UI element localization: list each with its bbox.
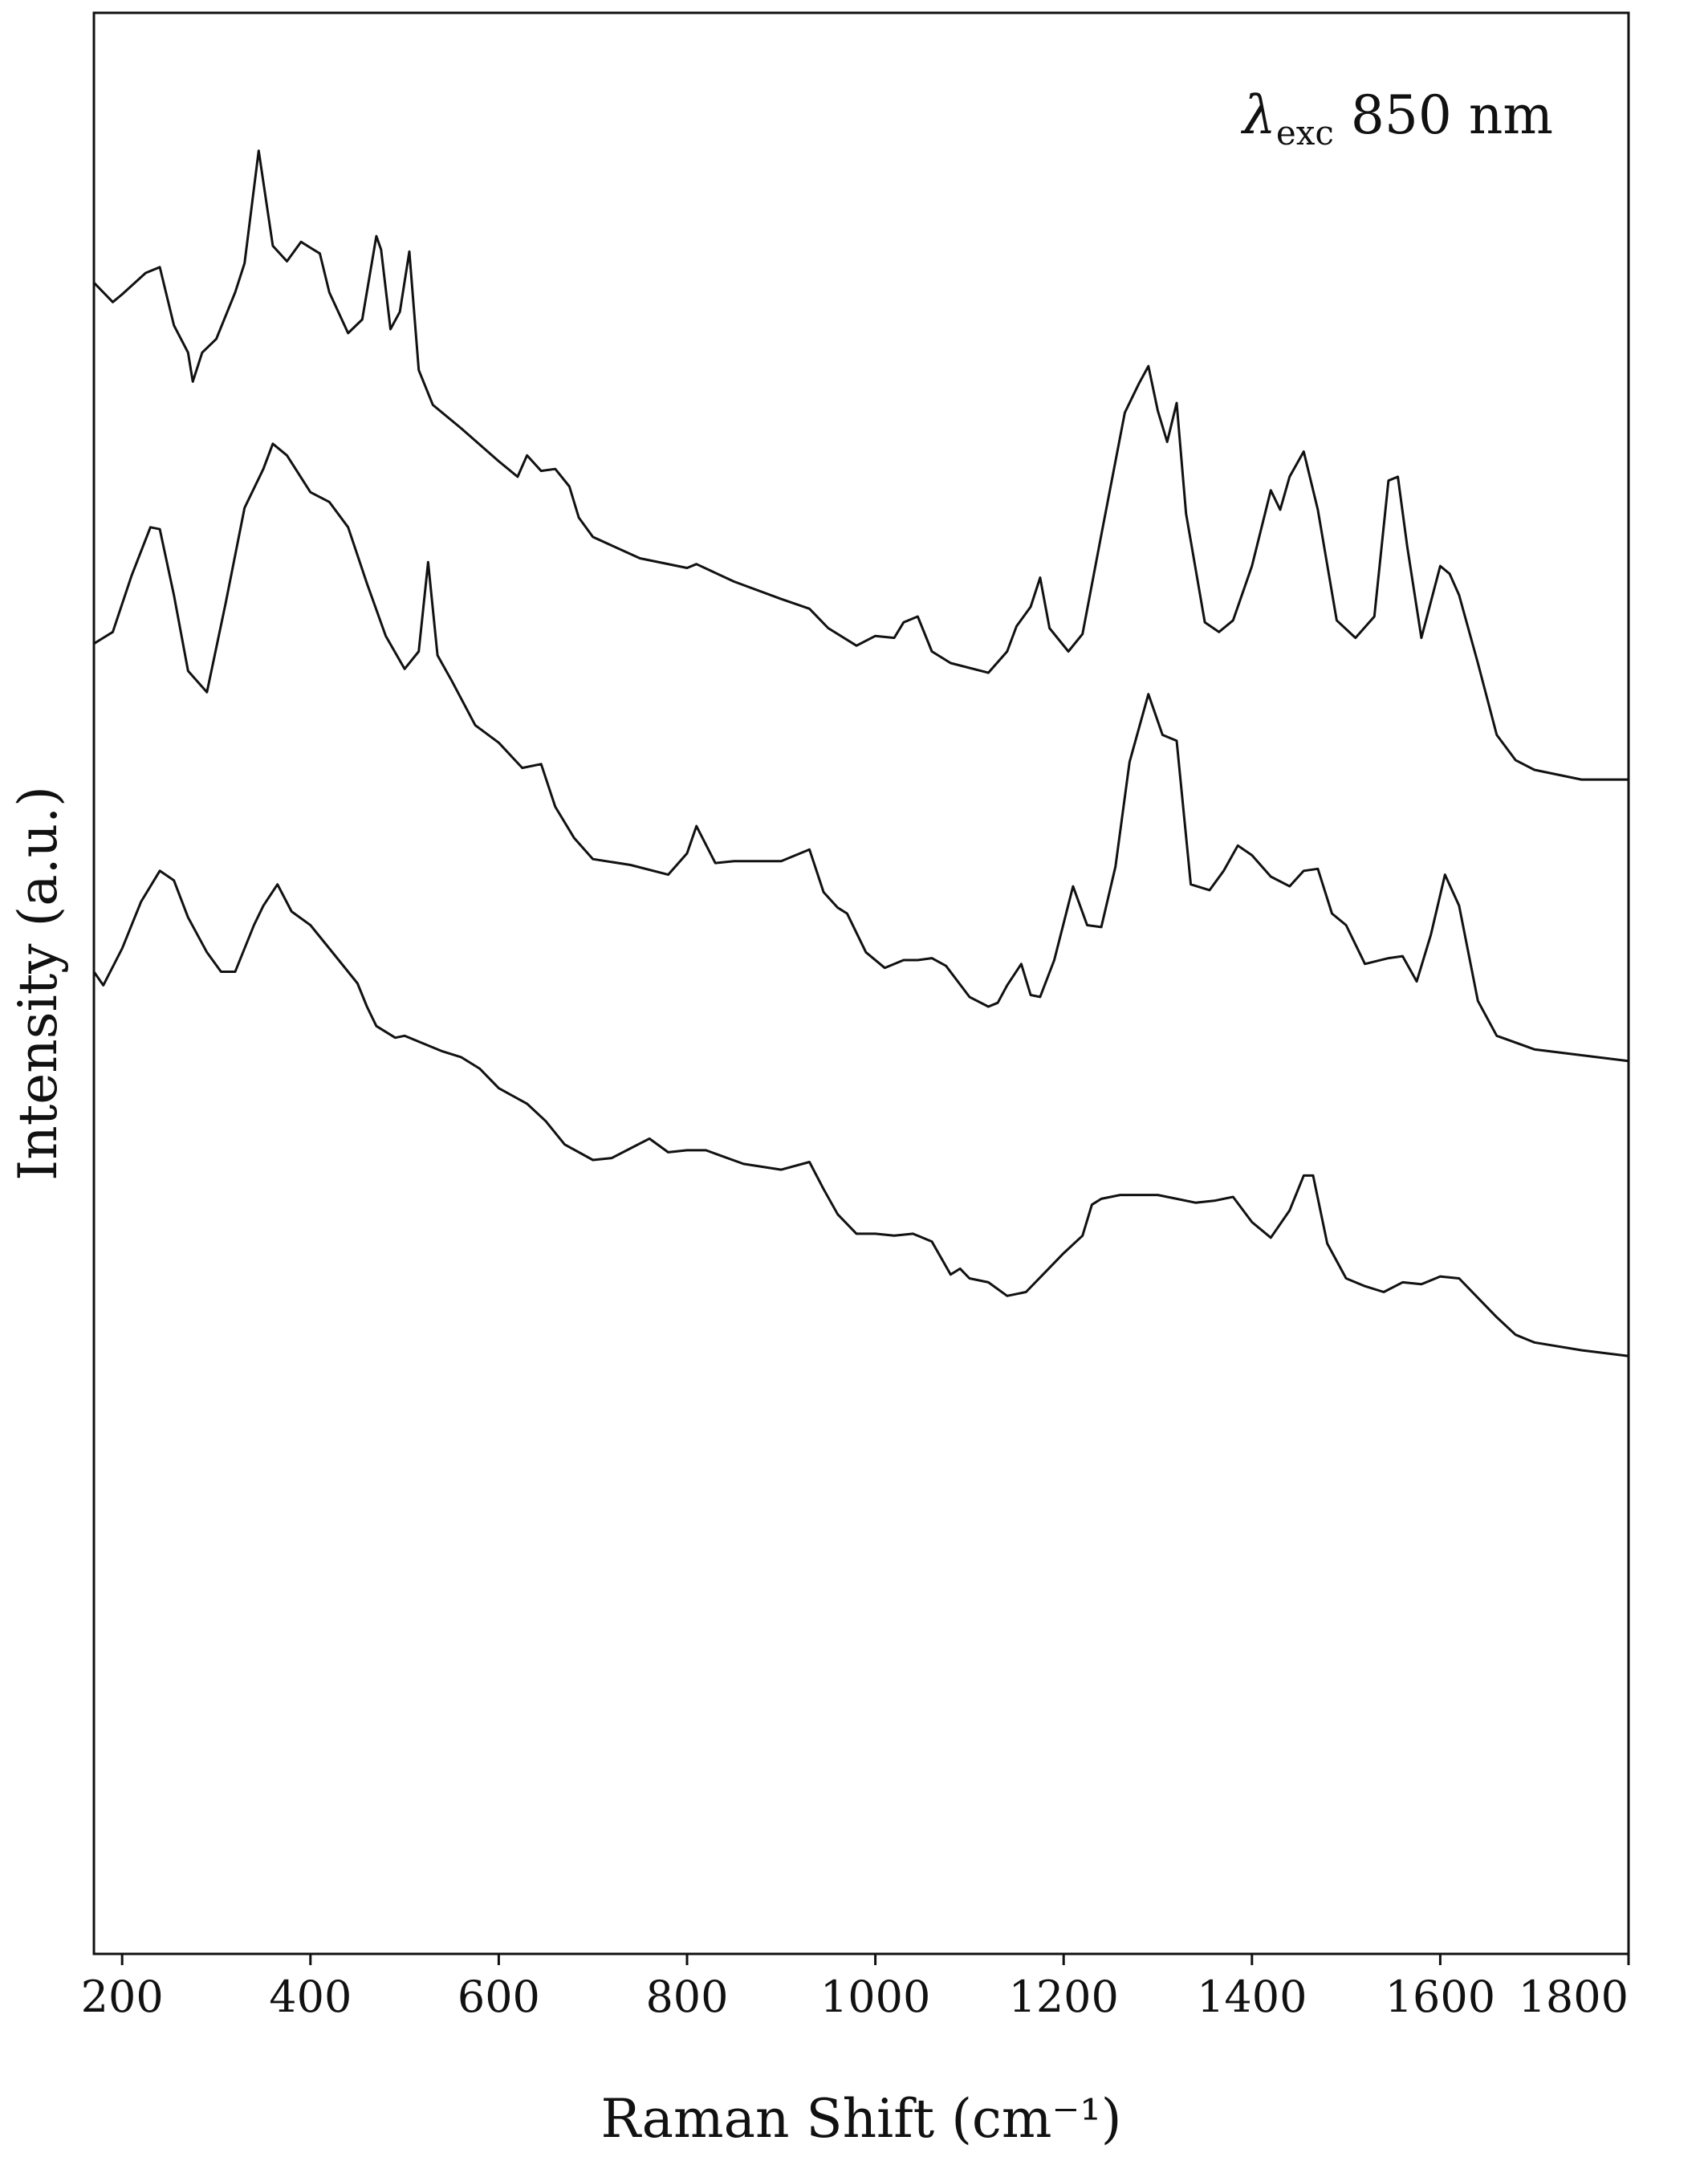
spectrum-line-c	[92, 869, 1629, 1357]
x-tick-label: 400	[269, 1972, 352, 2022]
x-tick-label: 1000	[820, 1972, 930, 2022]
annotation-lambda: λ	[1240, 84, 1276, 146]
x-tick-label: 1400	[1197, 1972, 1307, 2022]
annotation-lambda-exc: λexc 850 nm	[1240, 84, 1553, 153]
annotation-rest: 850 nm	[1334, 84, 1553, 146]
x-tick-label: 800	[645, 1972, 728, 2022]
x-tick-label: 200	[81, 1972, 164, 2022]
x-tick-label: 1600	[1385, 1972, 1495, 2022]
x-tick-label: 600	[458, 1972, 540, 2022]
x-axis-label: Raman Shift (cm⁻¹)	[600, 2088, 1121, 2150]
x-axis-ticks: 200 400 600 800 1000 1200 1400 1600 1800	[81, 1954, 1630, 2022]
plot-frame	[92, 11, 1630, 1955]
x-tick-label: 1800	[1519, 1972, 1629, 2022]
spectrum-line-a	[92, 149, 1629, 781]
spectrum-line-b	[93, 442, 1629, 1063]
y-axis-label: Intensity (a.u.)	[7, 786, 69, 1181]
spectra-curves	[92, 149, 1629, 1357]
annotation-sub: exc	[1276, 113, 1334, 153]
x-tick-label: 1200	[1008, 1972, 1118, 2022]
